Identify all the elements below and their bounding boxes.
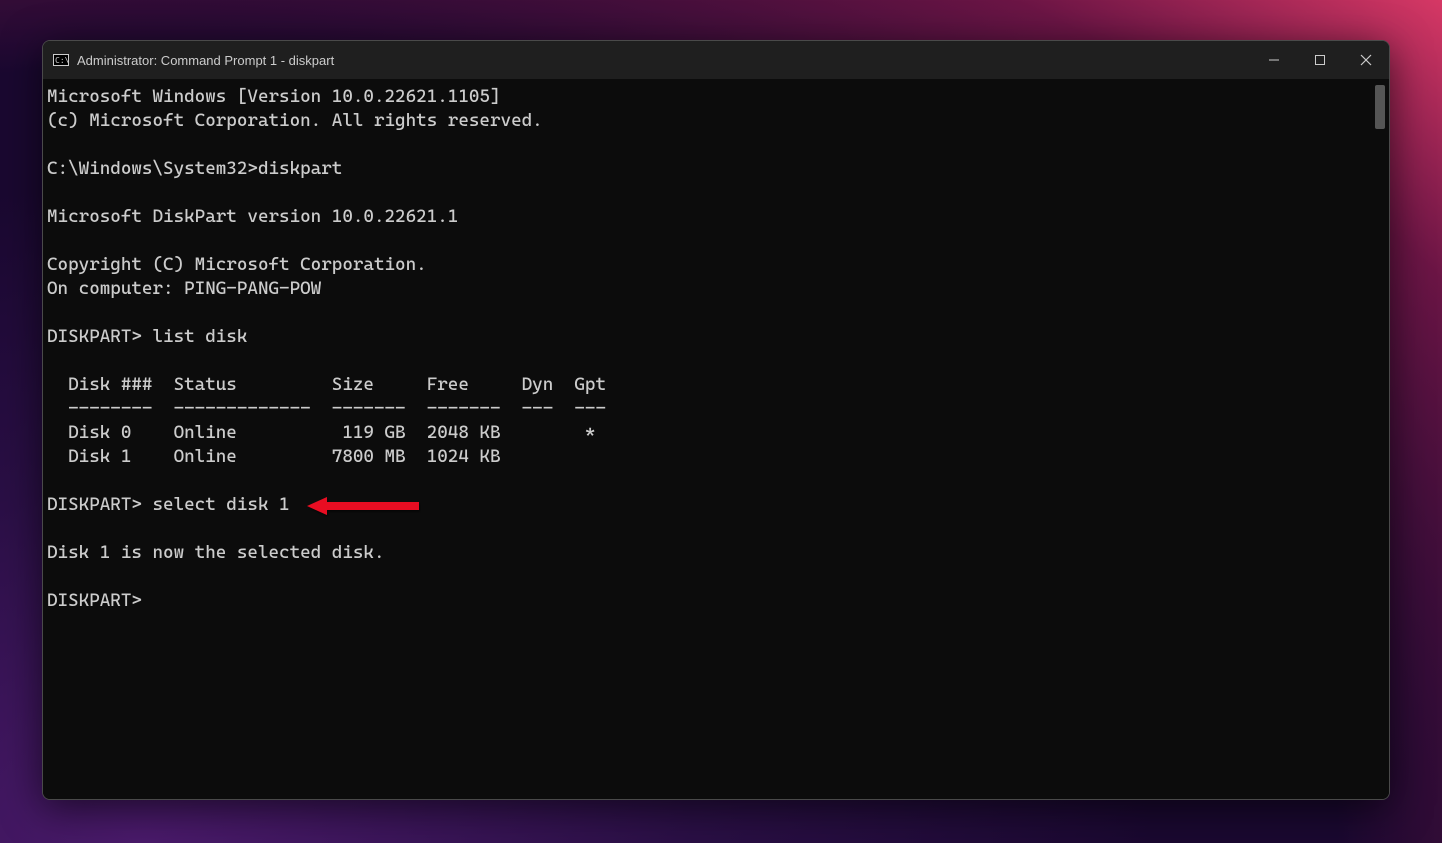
table-row: Disk 0 Online 119 GB 2048 KB *	[47, 422, 595, 443]
scrollbar-track[interactable]	[1375, 79, 1387, 799]
line-table-divider: -------- ------------- ------- ------- -…	[47, 398, 606, 419]
line-select-cmd: DISKPART> select disk 1	[47, 494, 290, 515]
line-table-header: Disk ### Status Size Free Dyn Gpt	[47, 374, 606, 395]
table-row: Disk 1 Online 7800 MB 1024 KB	[47, 446, 501, 467]
close-button[interactable]	[1343, 41, 1389, 79]
titlebar[interactable]: C:\ Administrator: Command Prompt 1 - di…	[43, 41, 1389, 79]
svg-text:C:\: C:\	[55, 56, 69, 65]
line: Microsoft DiskPart version 10.0.22621.1	[47, 206, 458, 227]
terminal-output[interactable]: Microsoft Windows [Version 10.0.22621.11…	[43, 79, 1389, 799]
command-prompt-window: C:\ Administrator: Command Prompt 1 - di…	[42, 40, 1390, 800]
line: C:\Windows\System32>diskpart	[47, 158, 342, 179]
minimize-button[interactable]	[1251, 41, 1297, 79]
line: On computer: PING-PANG-POW	[47, 278, 321, 299]
cmd-icon: C:\	[53, 52, 69, 68]
line: Microsoft Windows [Version 10.0.22621.11…	[47, 86, 501, 107]
line-prompt: DISKPART>	[47, 590, 142, 611]
maximize-button[interactable]	[1297, 41, 1343, 79]
line: (c) Microsoft Corporation. All rights re…	[47, 110, 543, 131]
scrollbar-thumb[interactable]	[1375, 85, 1385, 129]
line-result: Disk 1 is now the selected disk.	[47, 542, 385, 563]
line: Copyright (C) Microsoft Corporation.	[47, 254, 427, 275]
line: DISKPART> list disk	[47, 326, 247, 347]
window-title: Administrator: Command Prompt 1 - diskpa…	[77, 53, 334, 68]
